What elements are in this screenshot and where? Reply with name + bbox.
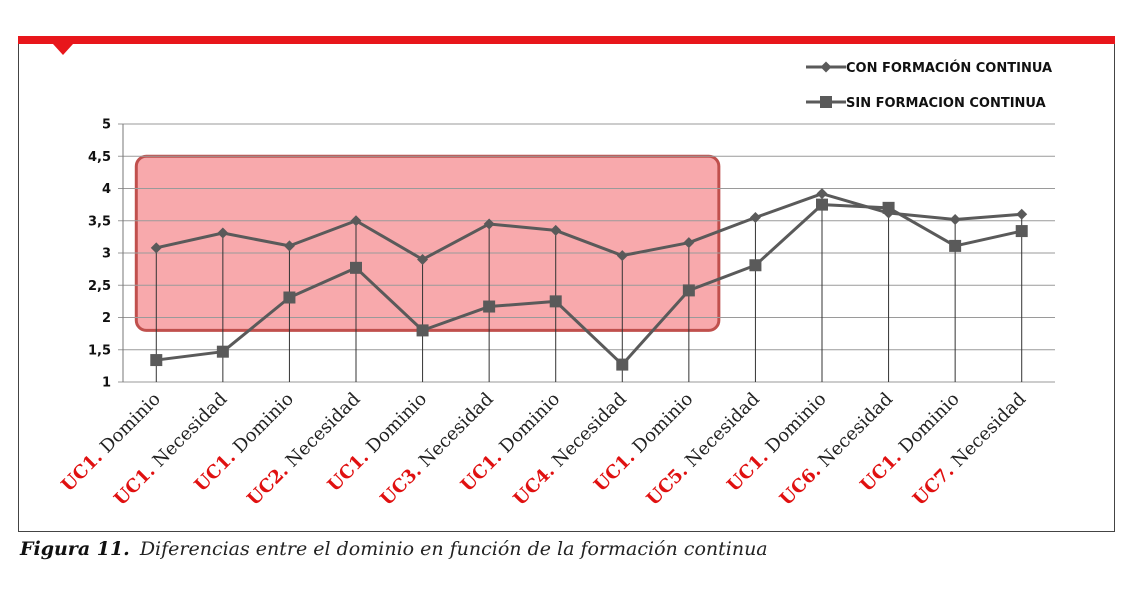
data-point-square	[549, 295, 562, 308]
data-point-square	[483, 300, 496, 313]
data-point-diamond	[683, 237, 695, 249]
data-point-square	[216, 345, 229, 358]
data-point-square	[150, 354, 163, 367]
figure-caption-text: Diferencias entre el dominio en función …	[139, 538, 768, 560]
header-accent-bar	[18, 36, 1115, 44]
data-point-diamond	[483, 218, 495, 230]
data-point-diamond	[1016, 208, 1028, 220]
legend-marker-diamond	[820, 61, 832, 73]
y-tick-label: 3	[102, 247, 111, 262]
data-point-diamond	[350, 215, 362, 227]
data-point-diamond	[616, 250, 628, 262]
legend-label: CON FORMACIÓN CONTINUA	[846, 60, 1052, 76]
y-tick-label: 2,5	[88, 279, 111, 294]
data-point-square	[1015, 225, 1028, 238]
data-point-square	[882, 201, 895, 214]
figure-caption: Figura 11. Diferencias entre el dominio e…	[20, 538, 768, 560]
y-tick-label: 5	[102, 118, 111, 133]
header-accent-notch	[53, 44, 73, 55]
data-point-diamond	[550, 224, 562, 236]
data-point-square	[616, 358, 629, 371]
y-tick-label: 2	[102, 311, 111, 326]
data-point-square	[749, 259, 762, 272]
series-line-1	[155, 192, 1022, 261]
data-point-square	[949, 239, 962, 252]
series-line-2	[156, 203, 1023, 367]
data-point-square	[416, 324, 429, 337]
y-tick-label: 1	[102, 376, 111, 391]
data-point-diamond	[949, 213, 961, 225]
legend-label: SIN FORMACION CONTINUA	[846, 96, 1046, 111]
data-point-diamond	[816, 188, 828, 200]
y-tick-label: 4	[102, 182, 111, 197]
data-point-square	[816, 198, 828, 211]
legend-marker-square	[820, 96, 832, 108]
data-point-square	[350, 261, 362, 274]
data-point-diamond	[417, 253, 429, 265]
data-point-diamond	[150, 242, 162, 254]
highlight-region	[134, 154, 721, 332]
data-point-square	[682, 284, 695, 297]
y-tick-label: 3,5	[88, 214, 111, 229]
data-point-diamond	[283, 240, 295, 252]
data-point-square	[283, 291, 296, 304]
data-point-diamond	[749, 212, 761, 224]
y-tick-label: 1,5	[88, 343, 111, 358]
figure-label: Figura 11.	[20, 538, 130, 560]
y-tick-label: 4,5	[88, 150, 111, 165]
data-point-diamond	[217, 227, 229, 239]
